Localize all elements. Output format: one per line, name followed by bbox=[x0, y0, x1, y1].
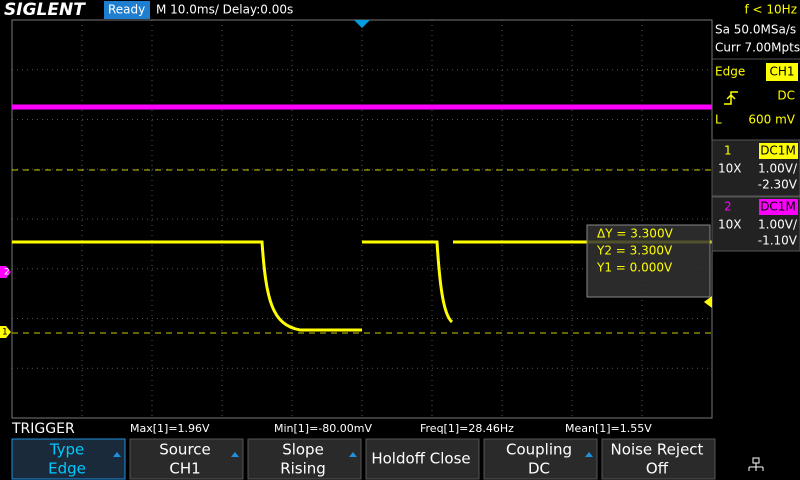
probe: 10X bbox=[718, 218, 742, 232]
trigger-type: Edge bbox=[715, 65, 745, 79]
softkey-arrow bbox=[585, 452, 593, 457]
probe: 10X bbox=[718, 162, 742, 176]
sample-rate: Sa 50.0MSa/s bbox=[715, 23, 796, 37]
softkey-value: CH1 bbox=[169, 460, 200, 478]
softkey-button bbox=[129, 438, 244, 480]
cursor-delta: ΔY = 3.300V bbox=[597, 227, 674, 241]
softkey-button bbox=[11, 438, 126, 480]
channel-coupling: DC1M bbox=[760, 200, 796, 214]
trigger-source-box bbox=[766, 63, 798, 81]
cursor-y1: Y1 = 0.000V bbox=[596, 261, 673, 275]
ch2-marker bbox=[0, 266, 11, 278]
trigger-source: CH1 bbox=[769, 65, 794, 79]
softkey-label: Holdoff Close bbox=[371, 450, 470, 468]
ch1-marker bbox=[0, 326, 11, 338]
softkey[interactable]: Holdoff Close bbox=[365, 438, 480, 480]
softkey-button bbox=[601, 438, 716, 480]
trigger-level: 600 mV bbox=[748, 113, 795, 127]
frequency: f < 10Hz bbox=[745, 3, 798, 17]
slope-icon bbox=[724, 91, 738, 105]
channel-1-panel: 1 DC1M 10X 1.00V/ -2.30V bbox=[711, 139, 800, 197]
ch2-marker-label: 2 bbox=[4, 268, 10, 278]
grid bbox=[12, 20, 712, 418]
measurement: Mean[1]=1.55V bbox=[565, 422, 652, 435]
offset: -1.10V bbox=[758, 234, 798, 248]
channel-number: 1 bbox=[724, 144, 732, 158]
network-icon bbox=[748, 457, 764, 471]
softkey-arrow bbox=[349, 452, 357, 457]
ch1-marker-label: 1 bbox=[2, 328, 8, 338]
trigger-position-marker bbox=[354, 20, 370, 28]
coupling-box bbox=[759, 199, 798, 215]
measurement: Max[1]=1.96V bbox=[130, 422, 210, 435]
cursor-box bbox=[586, 224, 711, 298]
icon-part bbox=[748, 463, 764, 471]
softkey-value: Rising bbox=[280, 460, 326, 478]
coupling-box bbox=[759, 143, 798, 159]
scale: 1.00V/ bbox=[758, 218, 798, 232]
softkey-button bbox=[365, 438, 480, 480]
menu-title: TRIGGER bbox=[11, 421, 75, 437]
measurement: Min[1]=-80.00mV bbox=[274, 422, 372, 435]
status-box bbox=[104, 1, 150, 19]
level-prefix: L bbox=[715, 113, 722, 127]
softkey-value: Off bbox=[646, 460, 669, 478]
channel-number: 2 bbox=[724, 200, 732, 214]
softkey-label: Slope bbox=[282, 441, 324, 459]
channel-coupling: DC1M bbox=[760, 144, 796, 158]
timebase: M 10.0ms/ Delay:0.00s bbox=[156, 3, 293, 17]
cursor-y2: Y2 = 3.300V bbox=[596, 244, 673, 258]
softkey-arrow bbox=[231, 452, 239, 457]
softkey-value: DC bbox=[528, 460, 550, 478]
softkey-label: Source bbox=[159, 441, 211, 459]
scale: 1.00V/ bbox=[758, 162, 798, 176]
softkey-label: Noise Reject bbox=[611, 441, 704, 459]
offset: -2.30V bbox=[758, 178, 798, 192]
softkey-label: Type bbox=[49, 441, 84, 459]
trigger-level-marker bbox=[704, 296, 712, 308]
measurements: Max[1]=1.96V Min[1]=-80.00mV Freq[1]=28.46… bbox=[130, 422, 652, 435]
softkey-value: Edge bbox=[48, 460, 86, 478]
channel-2-panel: 2 DC1M 10X 1.00V/ -1.10V bbox=[711, 196, 800, 252]
brand: SIGLENT bbox=[4, 0, 86, 20]
softkey-arrow bbox=[113, 452, 121, 457]
measurement: Freq[1]=28.46Hz bbox=[420, 422, 514, 435]
trigger-coupling: DC bbox=[777, 89, 795, 103]
softkey-button bbox=[483, 438, 598, 480]
softkey-button bbox=[247, 438, 362, 480]
memory: Curr 7.00Mpts bbox=[715, 41, 800, 55]
softkey-label: Coupling bbox=[506, 441, 572, 459]
status: Ready bbox=[108, 3, 145, 17]
